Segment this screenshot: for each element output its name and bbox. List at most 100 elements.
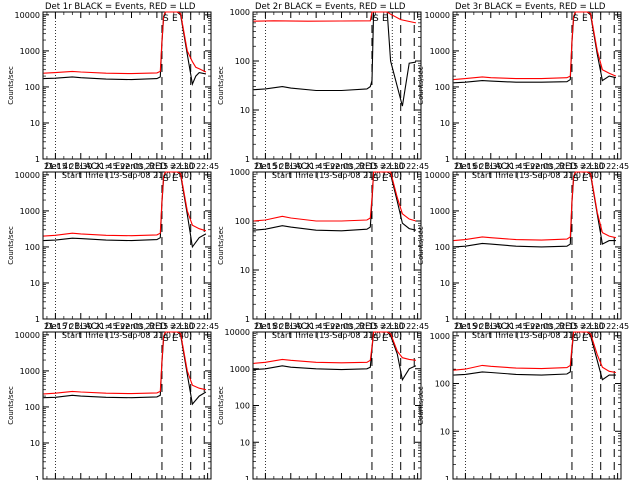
- x-tick-label: 21:45: [95, 322, 118, 331]
- y-tick-label: 100: [235, 402, 250, 411]
- x-axis-label: Start Time (13-Sep-08 21:07:40): [272, 171, 402, 180]
- y-tick-label: 1000: [430, 47, 450, 56]
- y-tick-label: 100: [25, 83, 40, 92]
- panel-title: Det 2r BLACK = Events, RED = LLD: [255, 2, 406, 12]
- x-tick-label: 22:30: [581, 162, 604, 171]
- x-tick-label: 21:30: [279, 162, 302, 171]
- series-line-black-1: [453, 171, 616, 248]
- y-tick-label: 1: [445, 475, 450, 480]
- x-tick-label: 21:30: [69, 322, 92, 331]
- detector-panel: Det 1r BLACK = Events, RED = LLD 1 10 100 10…: [7, 2, 219, 180]
- plot-frame: [252, 11, 422, 160]
- x-axis-label: Start Time (13-Sep-08 21:07:40): [472, 171, 602, 180]
- y-tick-label: 10: [440, 119, 450, 128]
- detector-panel: Det 6r BLACK = Events, RED = LLD 1 10 100 10…: [417, 162, 629, 340]
- x-tick-label: 22:15: [145, 322, 168, 331]
- x-tick-label: 21:15: [254, 162, 277, 171]
- y-tick-label: 100: [25, 403, 40, 412]
- x-axis-label: Start Time (13-Sep-08 21:07:40): [62, 171, 192, 180]
- x-tick-label: 22:00: [530, 322, 553, 331]
- y-axis-label: Counts/sec: [417, 66, 425, 105]
- series-line-red-0: [253, 171, 417, 222]
- x-tick-label: 22:00: [330, 162, 353, 171]
- x-tick-label: 21:30: [479, 322, 502, 331]
- panel-title: Det 7r BLACK = Events, RED = LLD: [45, 322, 196, 332]
- detector-panel: Det 2r BLACK = Events, RED = LLD 1 10 100 10…: [217, 2, 429, 180]
- panel-title: Det 3r BLACK = Events, RED = LLD: [455, 2, 606, 12]
- x-tick-label: 22:15: [355, 322, 378, 331]
- end-marker-label: E: [172, 14, 178, 24]
- panel-title: Det 4r BLACK = Events, RED = LLD: [45, 162, 196, 172]
- x-tick-label: 22:30: [171, 322, 194, 331]
- y-tick-label: 1: [245, 315, 250, 324]
- x-tick-label: 22:45: [606, 322, 629, 331]
- x-tick-label: 21:30: [279, 322, 302, 331]
- detector-panel: Det 7r BLACK = Events, RED = LLD 1 10 100 10…: [7, 322, 212, 480]
- y-tick-label: 10000: [15, 11, 40, 20]
- y-tick-label: 1000: [430, 332, 450, 341]
- y-tick-label: 10000: [425, 171, 450, 180]
- y-tick-label: 10000: [15, 171, 40, 180]
- y-tick-label: 1: [445, 315, 450, 324]
- y-tick-label: 10: [30, 439, 40, 448]
- series-line-red-0: [453, 331, 616, 374]
- detector-panel: Det 3r BLACK = Events, RED = LLD 1 10 100 10…: [417, 2, 629, 180]
- y-tick-label: 10: [240, 266, 250, 275]
- start-marker-label: S: [573, 174, 579, 184]
- x-tick-label: 22:45: [606, 162, 629, 171]
- panel-title: Det 1r BLACK = Events, RED = LLD: [45, 2, 196, 12]
- series-line-black-1: [453, 11, 617, 84]
- x-tick-label: 22:00: [120, 322, 143, 331]
- y-tick-label: 100: [235, 217, 250, 226]
- x-tick-label: 21:45: [305, 322, 328, 331]
- detector-panel: Det 9r BLACK = Events, RED = LLD 1 10 100 10…: [417, 322, 622, 480]
- panel-title: Det 9r BLACK = Events, RED = LLD: [455, 322, 606, 332]
- x-tick-label: 22:15: [555, 162, 578, 171]
- plot-frame: [452, 171, 622, 320]
- x-tick-label: 22:15: [145, 162, 168, 171]
- x-tick-label: 21:45: [505, 322, 528, 331]
- y-tick-label: 100: [435, 83, 450, 92]
- panel-title: Det 8r BLACK = Events, RED = LLD: [255, 322, 406, 332]
- y-tick-label: 1: [35, 475, 40, 480]
- x-tick-label: 21:45: [95, 162, 118, 171]
- end-marker-label: E: [172, 174, 178, 184]
- y-tick-label: 10: [440, 279, 450, 288]
- detector-panel: Det 5r BLACK = Events, RED = LLD 1 10 100 10…: [217, 162, 429, 340]
- start-marker-label: S: [163, 174, 169, 184]
- y-tick-label: 100: [435, 380, 450, 389]
- detector-panel: Det 4r BLACK = Events, RED = LLD 1 10 100 10…: [7, 162, 219, 340]
- plot-frame: [42, 11, 212, 160]
- y-axis-label: Counts/sec: [217, 386, 225, 425]
- y-tick-label: 1: [35, 315, 40, 324]
- x-tick-label: 22:45: [406, 162, 429, 171]
- x-tick-label: 22:45: [196, 162, 219, 171]
- y-tick-label: 10: [240, 106, 250, 115]
- x-tick-label: 21:30: [69, 162, 92, 171]
- start-marker-label: S: [573, 14, 579, 24]
- y-tick-label: 10: [440, 427, 450, 436]
- x-tick-label: 22:00: [120, 162, 143, 171]
- x-tick-label: 21:45: [305, 162, 328, 171]
- y-axis-label: Counts/sec: [7, 226, 15, 265]
- x-axis-label: Start Time (13-Sep-08 21:07:40): [272, 331, 402, 340]
- y-tick-label: 1: [445, 155, 450, 164]
- series-line-red-0: [453, 11, 617, 81]
- end-marker-label: E: [172, 334, 178, 344]
- x-tick-label: 22:45: [406, 322, 429, 331]
- start-marker-label: S: [163, 334, 169, 344]
- y-axis-label: Counts/sec: [417, 226, 425, 265]
- series-line-red-0: [453, 171, 617, 242]
- end-marker-label: E: [382, 14, 388, 24]
- detector-panel: Det 8r BLACK = Events, RED = LLD 1 10 100 10…: [217, 322, 422, 480]
- x-tick-label: 22:30: [381, 162, 404, 171]
- series-line-red-0: [253, 331, 416, 364]
- plot-frame: [42, 331, 212, 480]
- end-marker-label: E: [382, 174, 388, 184]
- end-marker-label: E: [582, 334, 588, 344]
- series-line-black-1: [253, 11, 416, 107]
- y-tick-label: 1000: [20, 207, 40, 216]
- series-line-red-0: [43, 171, 207, 237]
- plot-frame: [252, 171, 422, 320]
